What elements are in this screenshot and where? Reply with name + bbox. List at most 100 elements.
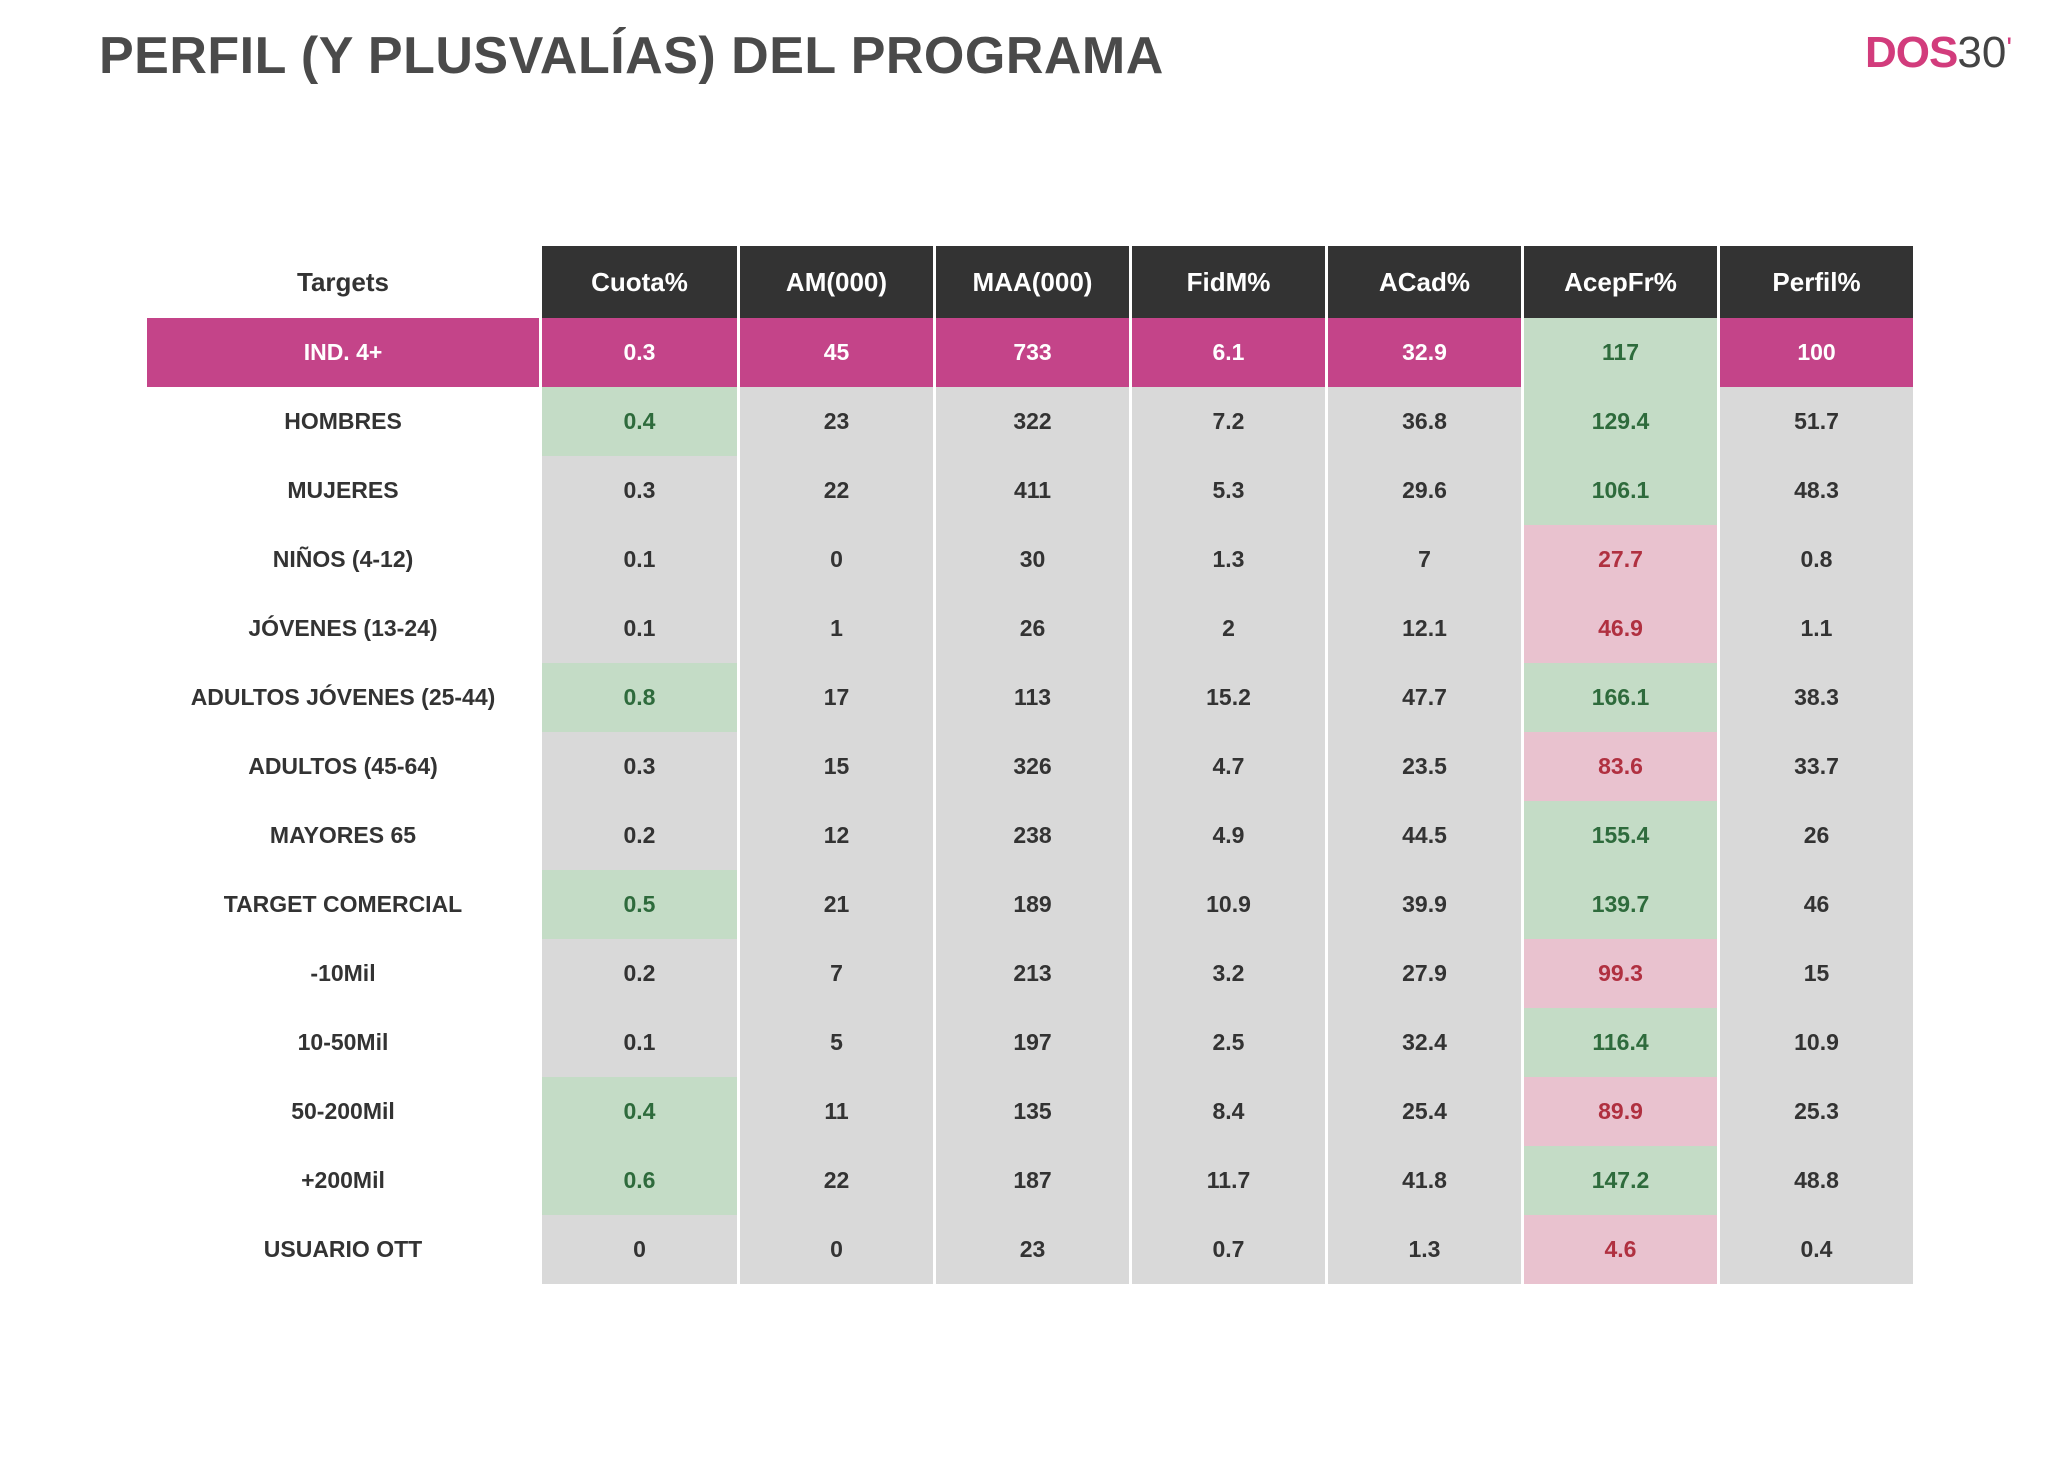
table-row: USUARIO OTT 0 0 23 0.7 1.3 4.6 0.4 <box>147 1215 1913 1284</box>
table-cell: 0.1 <box>539 1008 737 1077</box>
table-cell: 0.8 <box>539 663 737 732</box>
table-cell: 36.8 <box>1325 387 1521 456</box>
target-label: MUJERES <box>147 456 539 525</box>
table-cell: 0.2 <box>539 801 737 870</box>
target-label: -10Mil <box>147 939 539 1008</box>
table-row: ADULTOS JÓVENES (25-44) 0.8 17 113 15.2 47.7 1… <box>147 663 1913 732</box>
table-cell: 51.7 <box>1717 387 1913 456</box>
target-label: HOMBRES <box>147 387 539 456</box>
table-cell: 1.1 <box>1717 594 1913 663</box>
table-cell: 45 <box>737 318 933 387</box>
table-cell: 8.4 <box>1129 1077 1325 1146</box>
table-cell: 39.9 <box>1325 870 1521 939</box>
table-cell: 4.9 <box>1129 801 1325 870</box>
column-header-cuota: Cuota% <box>539 246 737 318</box>
table-cell: 5 <box>737 1008 933 1077</box>
table-body: IND. 4+ 0.3 45 733 6.1 32.9 117 100 HOMBRES 0.4 23… <box>147 318 1913 1284</box>
table-cell: 139.7 <box>1521 870 1717 939</box>
table-cell: 4.6 <box>1521 1215 1717 1284</box>
table-cell: 26 <box>933 594 1129 663</box>
table-cell: 99.3 <box>1521 939 1717 1008</box>
table-cell: 10.9 <box>1129 870 1325 939</box>
table-cell: 23 <box>737 387 933 456</box>
table-header-row: Targets Cuota% AM(000) MAA(000) FidM% AC… <box>147 246 1913 318</box>
column-header-targets: Targets <box>147 246 539 318</box>
target-label: IND. 4+ <box>147 318 539 387</box>
table-cell: 0 <box>539 1215 737 1284</box>
table-cell: 25.3 <box>1717 1077 1913 1146</box>
column-header-acad: ACad% <box>1325 246 1521 318</box>
dos30-logo: DOS30' <box>1865 28 2015 78</box>
table-cell: 0.3 <box>539 732 737 801</box>
target-label: 10-50Mil <box>147 1008 539 1077</box>
table-cell: 0 <box>737 525 933 594</box>
table-cell: 0.4 <box>539 387 737 456</box>
table-cell: 155.4 <box>1521 801 1717 870</box>
table-cell: 0.1 <box>539 525 737 594</box>
table-cell: 197 <box>933 1008 1129 1077</box>
page-title: PERFIL (Y PLUSVALÍAS) DEL PROGRAMA <box>99 27 1164 85</box>
table-cell: 1 <box>737 594 933 663</box>
table-cell: 33.7 <box>1717 732 1913 801</box>
table-cell: 11.7 <box>1129 1146 1325 1215</box>
table-cell: 26 <box>1717 801 1913 870</box>
table-cell: 113 <box>933 663 1129 732</box>
table-cell: 12.1 <box>1325 594 1521 663</box>
table-row: HOMBRES 0.4 23 322 7.2 36.8 129.4 51.7 <box>147 387 1913 456</box>
table-row: NIÑOS (4-12) 0.1 0 30 1.3 7 27.7 0.8 <box>147 525 1913 594</box>
table-cell: 47.7 <box>1325 663 1521 732</box>
table-cell: 41.8 <box>1325 1146 1521 1215</box>
table-cell: 22 <box>737 456 933 525</box>
target-label: NIÑOS (4-12) <box>147 525 539 594</box>
table-cell: 23.5 <box>1325 732 1521 801</box>
table-cell: 17 <box>737 663 933 732</box>
table-cell: 147.2 <box>1521 1146 1717 1215</box>
table-cell: 0.7 <box>1129 1215 1325 1284</box>
table-cell: 46 <box>1717 870 1913 939</box>
table-row: MUJERES 0.3 22 411 5.3 29.6 106.1 48.3 <box>147 456 1913 525</box>
target-label: 50-200Mil <box>147 1077 539 1146</box>
table-row: TARGET COMERCIAL 0.5 21 189 10.9 39.9 139.7 46 <box>147 870 1913 939</box>
table-cell: 0.3 <box>539 456 737 525</box>
table-cell: 0.2 <box>539 939 737 1008</box>
table-cell: 322 <box>933 387 1129 456</box>
table-cell: 326 <box>933 732 1129 801</box>
column-header-fidm: FidM% <box>1129 246 1325 318</box>
column-header-acepfr: AcepFr% <box>1521 246 1717 318</box>
table-cell: 0 <box>737 1215 933 1284</box>
table-cell: 25.4 <box>1325 1077 1521 1146</box>
table-row-total: IND. 4+ 0.3 45 733 6.1 32.9 117 100 <box>147 318 1913 387</box>
column-header-maa: MAA(000) <box>933 246 1129 318</box>
table-row: JÓVENES (13-24) 0.1 1 26 2 12.1 46.9 1.1 <box>147 594 1913 663</box>
table-cell: 38.3 <box>1717 663 1913 732</box>
table-cell: 0.8 <box>1717 525 1913 594</box>
table-cell: 2.5 <box>1129 1008 1325 1077</box>
table-cell: 213 <box>933 939 1129 1008</box>
table-cell: 29.6 <box>1325 456 1521 525</box>
table-cell: 189 <box>933 870 1129 939</box>
table-cell: 7.2 <box>1129 387 1325 456</box>
table-cell: 4.7 <box>1129 732 1325 801</box>
table-cell: 1.3 <box>1325 1215 1521 1284</box>
table-cell: 83.6 <box>1521 732 1717 801</box>
table-cell: 27.7 <box>1521 525 1717 594</box>
table-row: MAYORES 65 0.2 12 238 4.9 44.5 155.4 26 <box>147 801 1913 870</box>
table-cell: 1.3 <box>1129 525 1325 594</box>
table-cell: 23 <box>933 1215 1129 1284</box>
table-cell: 15 <box>737 732 933 801</box>
target-label: TARGET COMERCIAL <box>147 870 539 939</box>
table-cell: 10.9 <box>1717 1008 1913 1077</box>
table-row: +200Mil 0.6 22 187 11.7 41.8 147.2 48.8 <box>147 1146 1913 1215</box>
table-cell: 0.5 <box>539 870 737 939</box>
table-cell: 733 <box>933 318 1129 387</box>
table-cell: 0.4 <box>539 1077 737 1146</box>
table-cell: 46.9 <box>1521 594 1717 663</box>
table-cell: 15 <box>1717 939 1913 1008</box>
table-cell: 106.1 <box>1521 456 1717 525</box>
table-cell: 11 <box>737 1077 933 1146</box>
table-cell: 30 <box>933 525 1129 594</box>
table-cell: 2 <box>1129 594 1325 663</box>
logo-tick-mark: ' <box>2006 32 2013 65</box>
table-cell: 187 <box>933 1146 1129 1215</box>
table-cell: 166.1 <box>1521 663 1717 732</box>
